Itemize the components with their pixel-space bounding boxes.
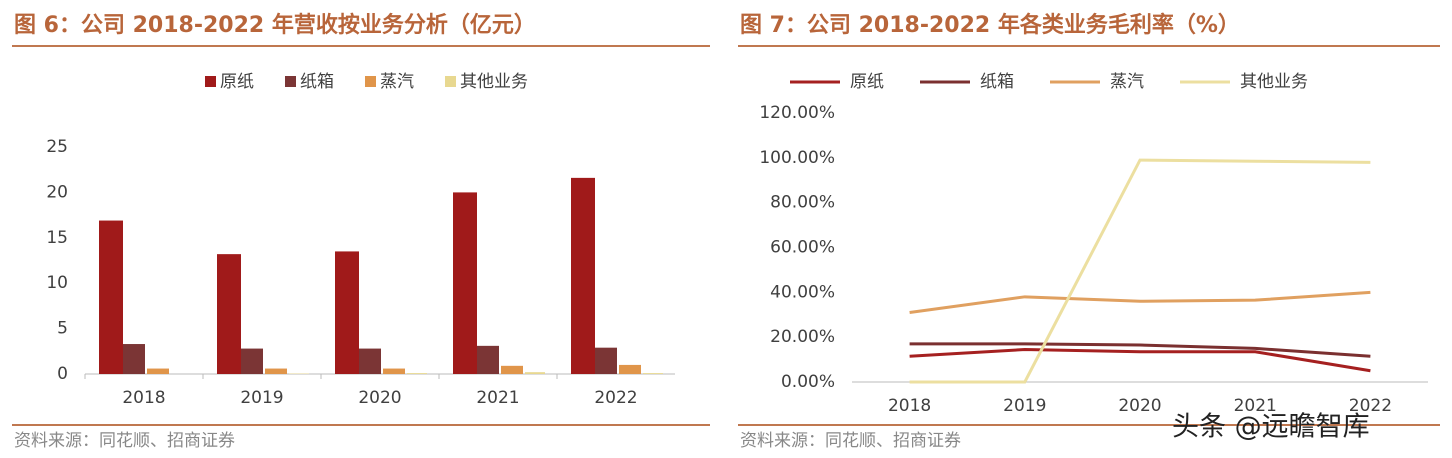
chart-title: 图 7：公司 2018-2022 年各类业务毛利率（%） [740, 12, 1240, 38]
x-tick-label: 2020 [358, 388, 401, 408]
x-tick-label: 2018 [888, 396, 931, 416]
y-tick-label: 15 [46, 228, 68, 248]
bar [643, 373, 663, 374]
y-tick-label: 80.00% [770, 193, 835, 213]
x-tick-label: 2018 [122, 388, 165, 408]
legend-swatch [445, 76, 456, 87]
legend-label: 纸箱 [300, 72, 334, 92]
bar [383, 368, 405, 374]
source: 资料来源：同花顺、招商证券 [14, 431, 235, 451]
bar [619, 364, 641, 374]
line [909, 347, 1371, 373]
bar [407, 373, 427, 374]
x-tick-label: 2019 [240, 388, 283, 408]
x-tick-label: 2022 [1349, 396, 1392, 416]
chart-title: 图 6：公司 2018-2022 年营收按业务分析（亿元） [14, 12, 536, 38]
bar [335, 251, 359, 374]
y-tick-label: 60.00% [770, 238, 835, 258]
legend-swatch [285, 76, 296, 87]
legend-label: 原纸 [220, 72, 254, 92]
bar [147, 368, 169, 374]
legend-label: 纸箱 [980, 72, 1014, 92]
y-tick-label: 0 [57, 364, 68, 384]
legend-label: 其他业务 [1240, 72, 1308, 92]
y-tick-label: 20.00% [770, 327, 835, 347]
legend-swatch [365, 76, 376, 87]
source: 资料来源：同花顺、招商证券 [740, 431, 961, 451]
bar [571, 177, 595, 374]
x-tick-label: 2022 [594, 388, 637, 408]
bar [525, 372, 545, 374]
bar [265, 368, 287, 374]
x-tick-label: 2021 [476, 388, 519, 408]
bar [99, 220, 123, 374]
bar [123, 344, 145, 374]
line [909, 342, 1371, 358]
legend-label: 原纸 [850, 72, 884, 92]
legend-swatch [205, 76, 216, 87]
bar [477, 345, 499, 374]
y-tick-label: 0.00% [781, 372, 835, 392]
y-tick-label: 25 [46, 137, 68, 157]
x-tick-label: 2021 [1234, 396, 1277, 416]
bar [241, 348, 263, 374]
y-tick-label: 10 [46, 273, 68, 293]
y-tick-label: 120.00% [759, 103, 835, 123]
bar [453, 192, 477, 374]
y-tick-label: 100.00% [759, 148, 835, 168]
legend-label: 蒸汽 [1110, 72, 1144, 92]
line [909, 290, 1371, 314]
x-tick-label: 2020 [1118, 396, 1161, 416]
legend-label: 蒸汽 [380, 72, 414, 92]
legend-label: 其他业务 [460, 72, 528, 92]
bar [595, 347, 617, 374]
y-tick-label: 5 [57, 319, 68, 339]
bar [217, 254, 241, 374]
y-tick-label: 20 [46, 182, 68, 202]
line [909, 158, 1371, 384]
watermark: 头条 @远瞻智库 [1172, 412, 1370, 443]
bar [359, 348, 381, 374]
bar [501, 365, 523, 374]
y-tick-label: 40.00% [770, 282, 835, 302]
x-tick-label: 2019 [1003, 396, 1046, 416]
